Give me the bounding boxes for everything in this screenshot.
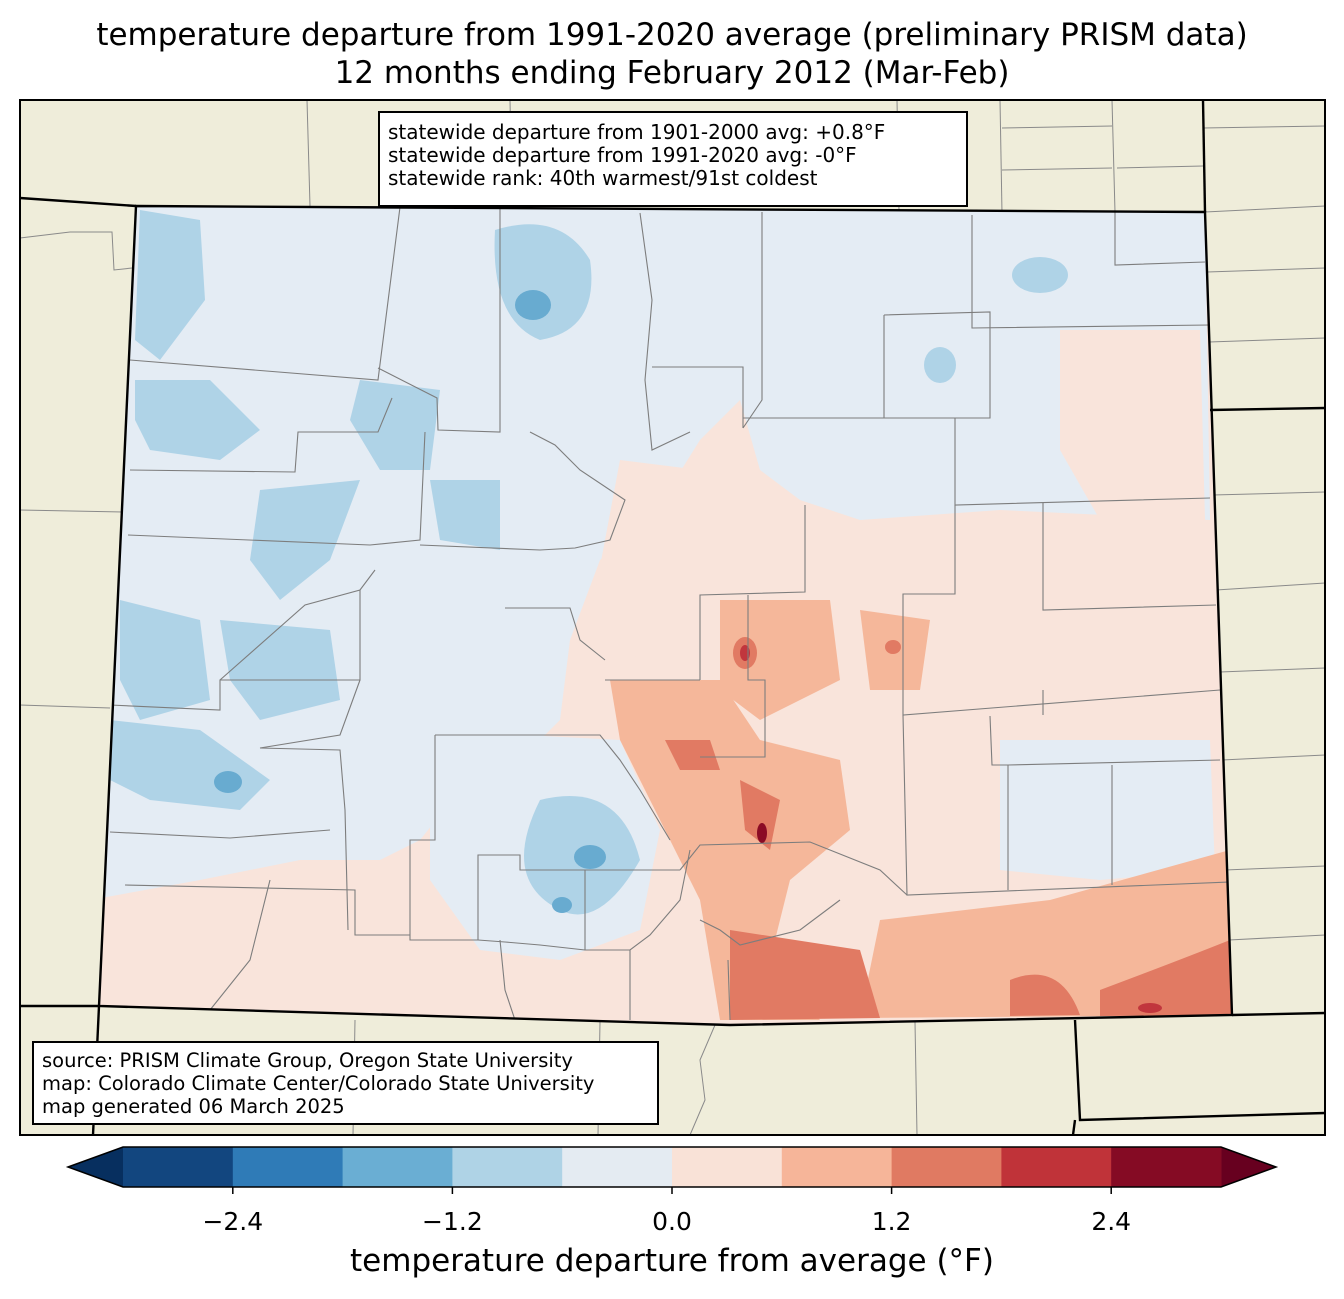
map-subtitle: 12 months ending February 2012 (Mar-Feb) [334,55,1010,91]
source-line-data: source: PRISM Climate Group, Oregon Stat… [42,1049,573,1072]
colorbar-label: temperature departure from average (°F) [350,1243,994,1279]
map-panel [19,99,1326,1136]
stats-line-departure-1991-2020: statewide departure from 1991-2020 avg: … [388,143,857,167]
colorbar-outline [65,1146,1279,1188]
colorbar-extend-low [68,1147,123,1187]
colorbar: −2.4 −1.2 0.0 1.2 2.4 [65,1146,1279,1236]
stats-line-departure-1901-2000: statewide departure from 1901-2000 avg: … [388,120,886,144]
source-line-map: map: Colorado Climate Center/Colorado St… [42,1072,595,1095]
colorbar-tick-label: 1.2 [872,1207,912,1236]
neighbor-state-borders [19,99,1326,1136]
map-frame [19,99,1326,1136]
colorbar-tick-label: 2.4 [1091,1207,1131,1236]
colorbar-bins [65,1146,1279,1188]
colorbar-bin [342,1147,453,1187]
colorbar-tick-label: −1.2 [422,1207,483,1236]
colorbar-bin [781,1147,893,1187]
stats-line-rank: statewide rank: 40th warmest/91st coldes… [388,166,818,190]
colorbar-bin [562,1147,673,1187]
colorbar-bin [232,1147,344,1187]
colorbar-bin [123,1147,234,1187]
colorbar-tick-label: 0.0 [652,1207,692,1236]
colorbar-bin [1001,1147,1112,1187]
colorbar-bin [452,1147,563,1187]
colorbar-bin [1111,1147,1222,1187]
colorado-state-border [97,204,1234,1027]
statewide-stats-box: statewide departure from 1901-2000 avg: … [378,111,968,207]
colorbar-ticks: −2.4 −1.2 0.0 1.2 2.4 [202,1187,1131,1236]
colorado-county-lines [109,206,1231,1021]
colorbar-bin [672,1147,783,1187]
colorbar-extend-high [1221,1147,1276,1187]
colorbar-bin [891,1147,1002,1187]
source-credits-box: source: PRISM Climate Group, Oregon Stat… [32,1041,659,1125]
map-title: temperature departure from 1991-2020 ave… [96,17,1248,53]
colorbar-tick-label: −2.4 [202,1207,263,1236]
source-line-generated: map generated 06 March 2025 [42,1095,345,1118]
temperature-anomaly-field [99,206,1232,1025]
